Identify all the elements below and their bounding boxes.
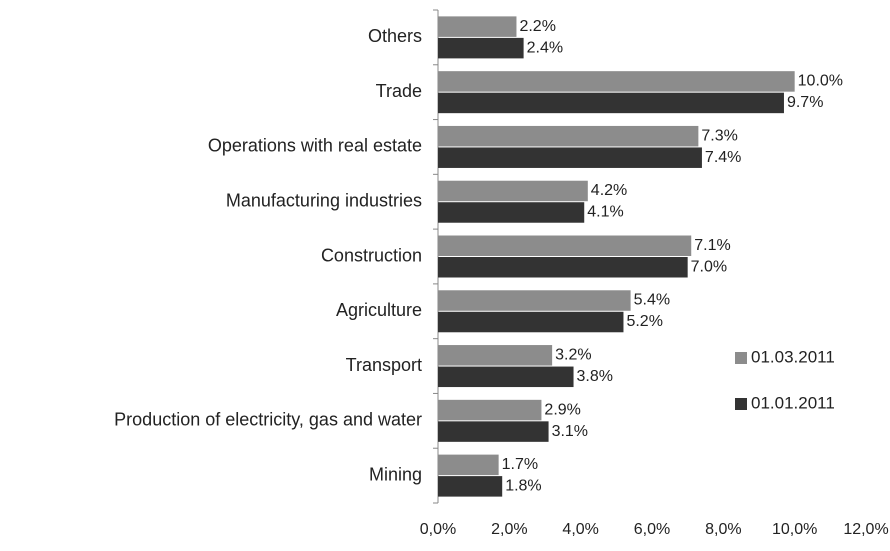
bar [438, 125, 699, 147]
x-tick-label: 12,0% [843, 521, 888, 538]
legend-label: 01.01.2011 [751, 393, 835, 412]
x-tick-label: 8,0% [705, 521, 741, 538]
y-tick-label: Construction [321, 245, 422, 265]
data-label: 7.1% [694, 237, 730, 254]
data-label: 2.2% [519, 18, 555, 35]
data-label: 1.8% [505, 478, 541, 495]
data-label: 3.8% [577, 368, 613, 385]
x-tick-label: 2,0% [491, 521, 527, 538]
bar [438, 421, 549, 442]
bar [438, 366, 574, 388]
x-tick-label: 4,0% [562, 521, 598, 538]
data-label: 7.0% [691, 258, 727, 275]
y-tick-label: Transport [346, 355, 422, 375]
bar [438, 454, 499, 476]
x-tick-label: 10,0% [772, 521, 817, 538]
bar [438, 147, 702, 168]
bar [438, 399, 542, 421]
data-label: 4.1% [587, 204, 623, 221]
bar [438, 257, 688, 278]
data-label: 7.3% [701, 127, 737, 144]
legend-swatch [735, 398, 747, 410]
data-label: 2.4% [527, 39, 563, 56]
bar [438, 37, 524, 59]
x-tick-label: 6,0% [634, 521, 670, 538]
legend-label: 01.03.2011 [751, 347, 835, 366]
legend-swatch [735, 352, 747, 364]
y-tick-label: Production of electricity, gas and water [114, 410, 422, 430]
y-tick-label: Operations with real estate [208, 136, 422, 156]
data-label: 1.7% [502, 456, 538, 473]
data-label: 4.2% [591, 182, 627, 199]
data-label: 3.2% [555, 347, 591, 364]
y-tick-label: Manufacturing industries [226, 190, 422, 210]
data-label: 9.7% [787, 94, 823, 111]
data-label: 2.9% [544, 401, 580, 418]
bar [438, 92, 784, 114]
y-tick-label: Mining [369, 464, 422, 484]
data-label: 5.4% [634, 292, 670, 309]
data-label: 3.1% [552, 423, 588, 440]
data-label: 5.2% [626, 313, 662, 330]
bar [438, 311, 624, 333]
y-tick-label: Trade [376, 81, 422, 101]
bar [438, 16, 517, 37]
bar [438, 202, 585, 223]
bar [438, 476, 503, 497]
y-tick-label: Others [368, 26, 422, 46]
bar [438, 235, 692, 256]
data-label: 7.4% [705, 149, 741, 166]
data-label: 10.0% [798, 73, 843, 90]
bar [438, 180, 588, 202]
bar [438, 71, 795, 92]
bar [438, 345, 553, 366]
y-tick-label: Agriculture [336, 300, 422, 320]
x-tick-label: 0,0% [420, 521, 456, 538]
bar [438, 290, 631, 311]
